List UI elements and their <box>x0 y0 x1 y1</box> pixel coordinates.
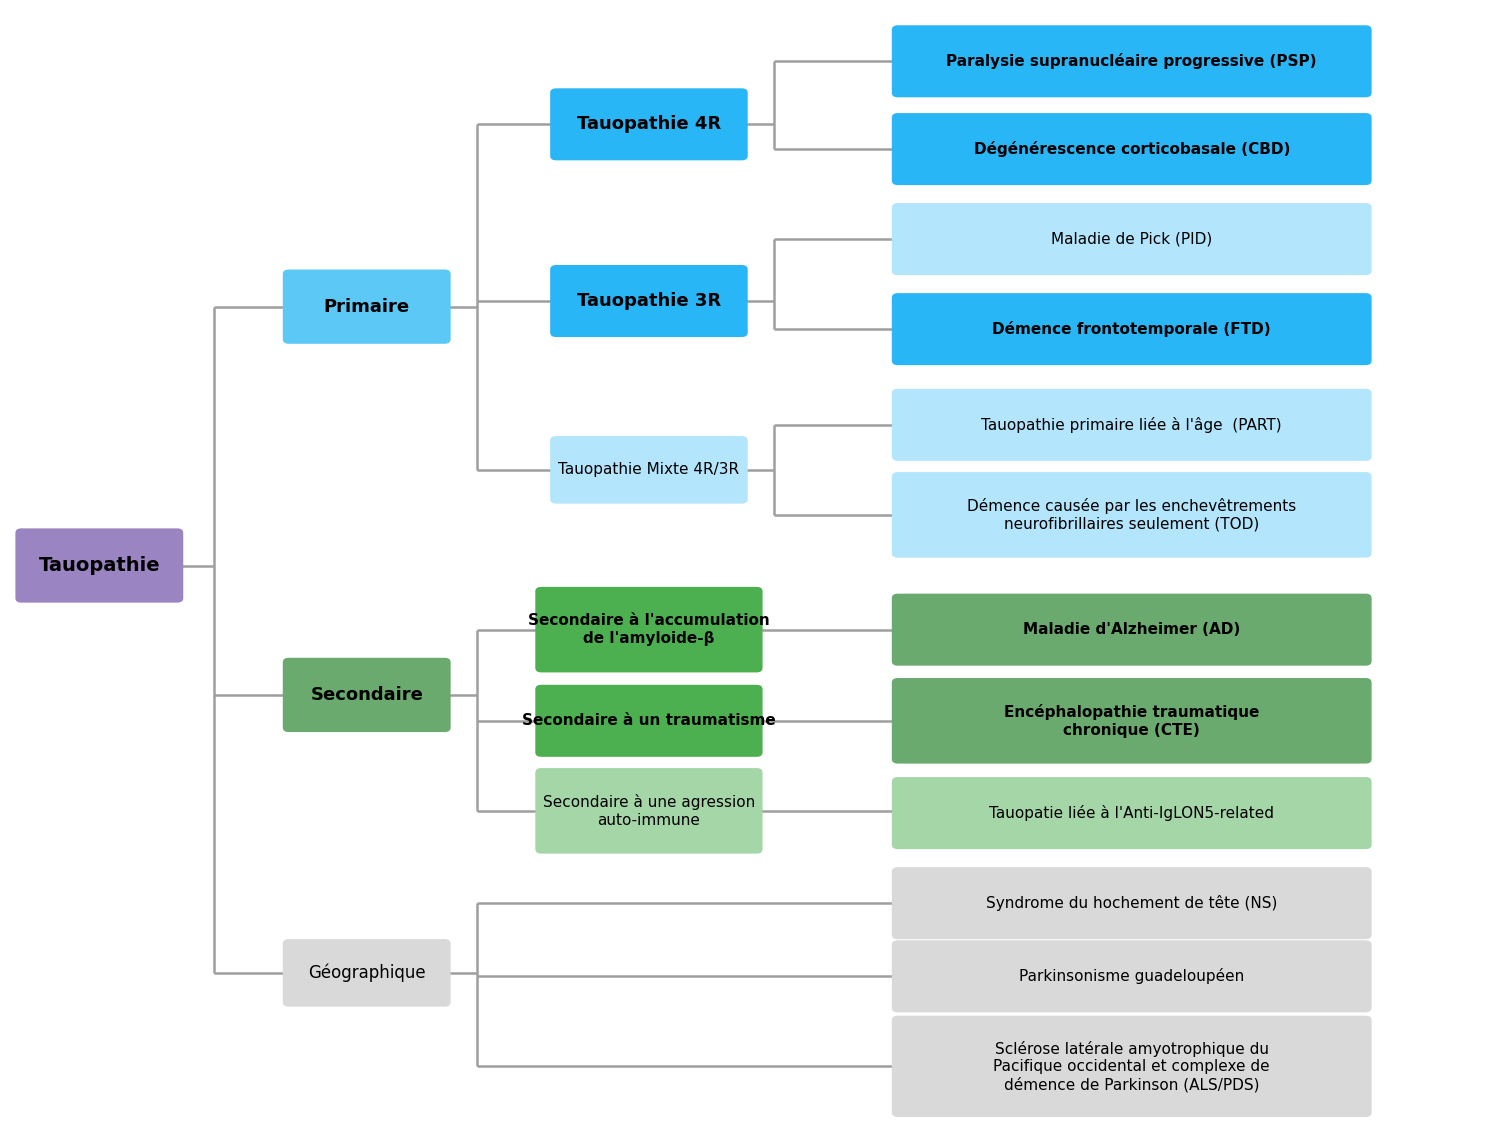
FancyBboxPatch shape <box>892 204 1372 275</box>
FancyBboxPatch shape <box>892 389 1372 460</box>
FancyBboxPatch shape <box>535 684 762 757</box>
FancyBboxPatch shape <box>283 658 450 732</box>
FancyBboxPatch shape <box>283 269 450 344</box>
FancyBboxPatch shape <box>550 265 747 337</box>
FancyBboxPatch shape <box>892 777 1372 849</box>
Text: Démence frontotemporale (FTD): Démence frontotemporale (FTD) <box>993 321 1270 337</box>
Text: Maladie de Pick (PID): Maladie de Pick (PID) <box>1051 232 1212 247</box>
Text: Maladie d'Alzheimer (AD): Maladie d'Alzheimer (AD) <box>1023 622 1241 637</box>
FancyBboxPatch shape <box>892 293 1372 365</box>
Text: Tauopathie primaire liée à l'âge  (PART): Tauopathie primaire liée à l'âge (PART) <box>981 417 1282 433</box>
Text: Tauopathie Mixte 4R/3R: Tauopathie Mixte 4R/3R <box>559 463 740 477</box>
Text: Paralysie supranucléaire progressive (PSP): Paralysie supranucléaire progressive (PS… <box>947 53 1317 69</box>
FancyBboxPatch shape <box>892 25 1372 97</box>
FancyBboxPatch shape <box>892 113 1372 185</box>
Text: Tauopathie: Tauopathie <box>39 556 160 575</box>
Text: Dégénérescence corticobasale (CBD): Dégénérescence corticobasale (CBD) <box>974 141 1290 157</box>
Text: Démence causée par les enchevêtrements
neurofibrillaires seulement (TOD): Démence causée par les enchevêtrements n… <box>968 498 1296 532</box>
Text: Secondaire: Secondaire <box>310 685 423 703</box>
FancyBboxPatch shape <box>550 88 747 161</box>
Text: Secondaire à une agression
auto-immune: Secondaire à une agression auto-immune <box>543 794 754 828</box>
Text: Tauopathie 4R: Tauopathie 4R <box>577 115 722 133</box>
Text: Tauopathie 3R: Tauopathie 3R <box>577 292 722 310</box>
FancyBboxPatch shape <box>892 472 1372 558</box>
FancyBboxPatch shape <box>550 437 747 503</box>
FancyBboxPatch shape <box>892 867 1372 939</box>
FancyBboxPatch shape <box>15 528 183 603</box>
Text: Syndrome du hochement de tête (NS): Syndrome du hochement de tête (NS) <box>986 895 1278 912</box>
Text: Secondaire à l'accumulation
de l'amyloide-β: Secondaire à l'accumulation de l'amyloid… <box>528 613 769 646</box>
Text: Encéphalopathie traumatique
chronique (CTE): Encéphalopathie traumatique chronique (C… <box>1003 705 1260 737</box>
FancyBboxPatch shape <box>535 587 762 673</box>
FancyBboxPatch shape <box>283 939 450 1007</box>
Text: Parkinsonisme guadeloupéen: Parkinsonisme guadeloupéen <box>1018 968 1245 984</box>
FancyBboxPatch shape <box>892 1016 1372 1117</box>
Text: Secondaire à un traumatisme: Secondaire à un traumatisme <box>522 714 775 728</box>
FancyBboxPatch shape <box>892 679 1372 763</box>
Text: Primaire: Primaire <box>324 297 410 316</box>
FancyBboxPatch shape <box>892 594 1372 666</box>
Text: Sclérose latérale amyotrophique du
Pacifique occidental et complexe de
démence d: Sclérose latérale amyotrophique du Pacif… <box>993 1041 1270 1093</box>
FancyBboxPatch shape <box>535 768 762 854</box>
Text: Géographique: Géographique <box>309 964 425 982</box>
Text: Tauopatie liée à l'Anti-IgLON5-related: Tauopatie liée à l'Anti-IgLON5-related <box>989 805 1275 821</box>
FancyBboxPatch shape <box>892 940 1372 1012</box>
